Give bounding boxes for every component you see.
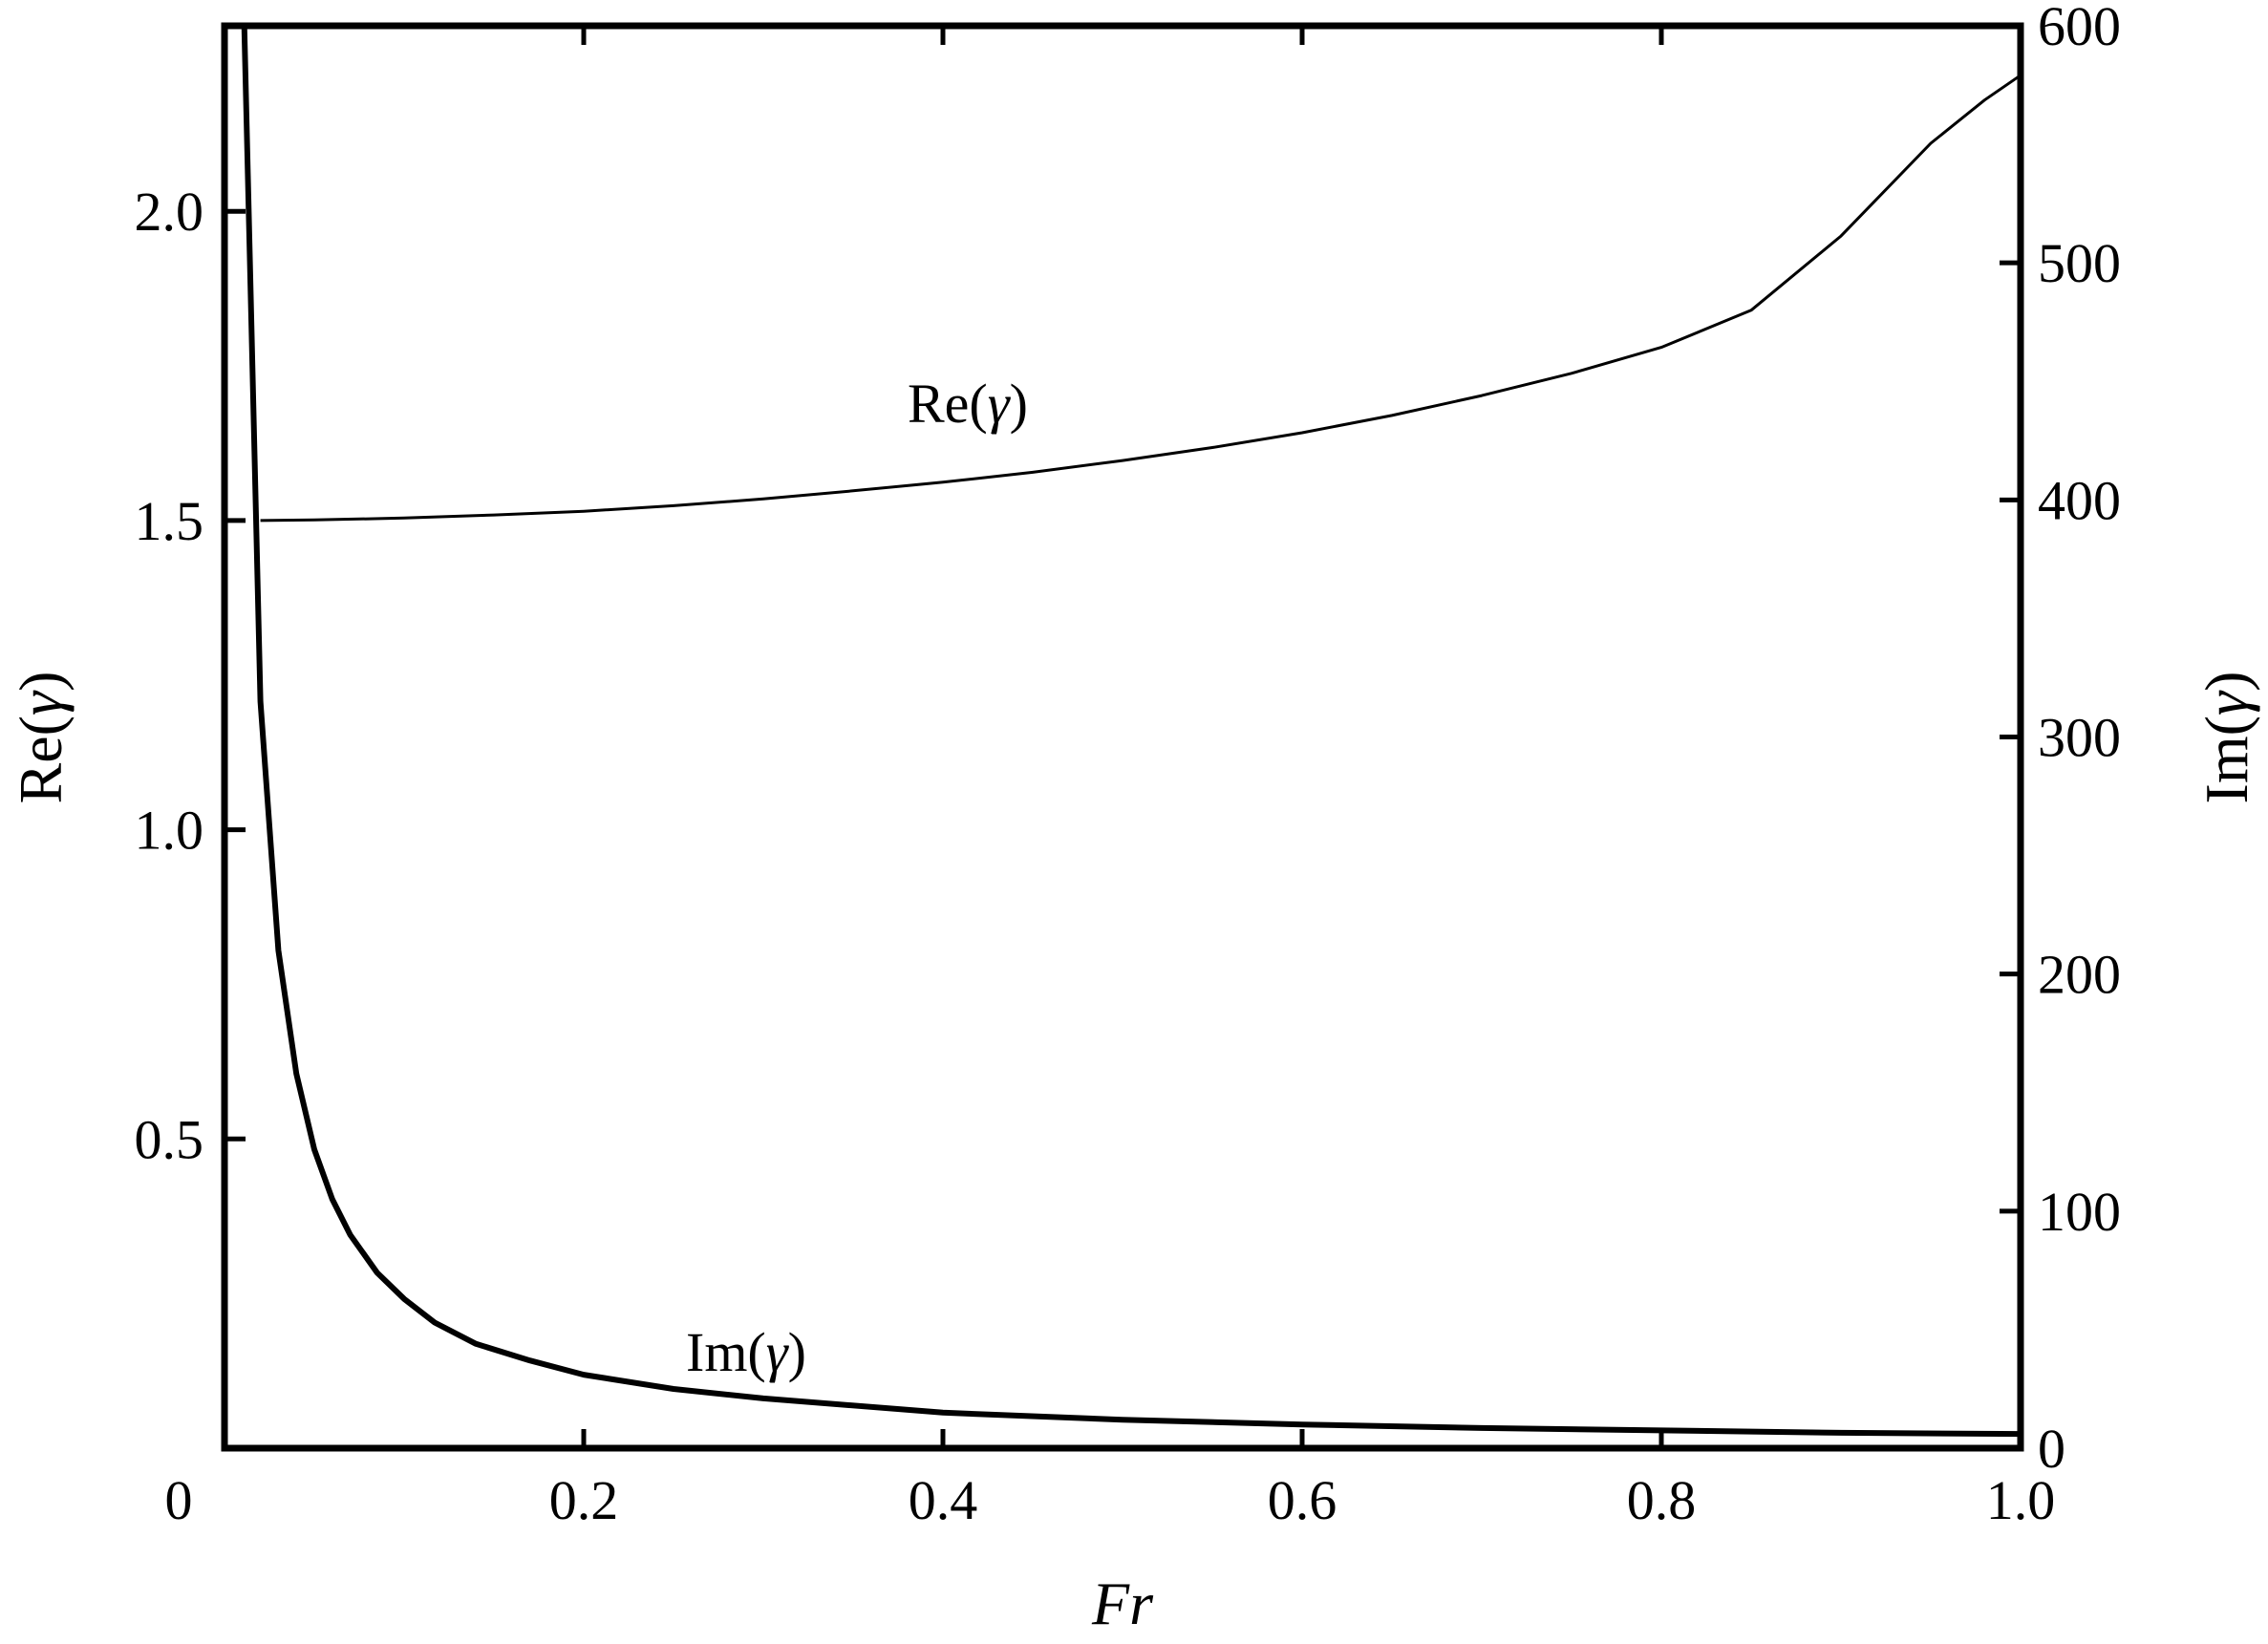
y-right-axis-title: Im(γ)	[2193, 672, 2260, 804]
y-left-axis-title: Re(γ)	[7, 672, 75, 804]
y-right-tick-label: 500	[2038, 232, 2121, 294]
im-curve-label: Im(γ)	[686, 1321, 806, 1383]
y-right-axis-ticks: 0 100 200 300 400 500 600	[2000, 0, 2121, 1480]
y-right-tick-label: 0	[2038, 1418, 2065, 1480]
x-tick-label: 0.8	[1627, 1469, 1697, 1531]
plot-frame	[221, 22, 2024, 1452]
x-tick-label: 1.0	[1986, 1469, 2056, 1531]
x-axis-ticks: 0 0.2 0.4 0.6 0.8 1.0	[165, 26, 2056, 1531]
y-left-tick-label: 1.0	[135, 800, 204, 862]
y-right-tick-label: 400	[2038, 469, 2121, 531]
im-gamma-curve	[241, 25, 2022, 1438]
y-right-tick-label: 100	[2038, 1181, 2121, 1243]
y-left-axis-ticks: 0.5 1.0 1.5 2.0	[135, 181, 246, 1170]
y-left-tick-label: 2.0	[135, 181, 204, 243]
re-curve-label: Re(γ)	[908, 373, 1028, 435]
y-right-tick-label: 200	[2038, 944, 2121, 1006]
y-right-tick-label: 300	[2038, 707, 2121, 769]
y-left-tick-label: 1.5	[135, 490, 204, 552]
x-axis-title: Fr	[1091, 1569, 1154, 1637]
re-gamma-curve	[260, 74, 2022, 523]
y-left-tick-label: 0.5	[135, 1108, 204, 1170]
x-tick-label: 0.4	[909, 1469, 978, 1531]
x-tick-label: 0.2	[549, 1469, 619, 1531]
x-tick-label: 0	[165, 1469, 193, 1531]
x-tick-label: 0.6	[1268, 1469, 1337, 1531]
y-right-tick-label: 600	[2038, 0, 2121, 57]
